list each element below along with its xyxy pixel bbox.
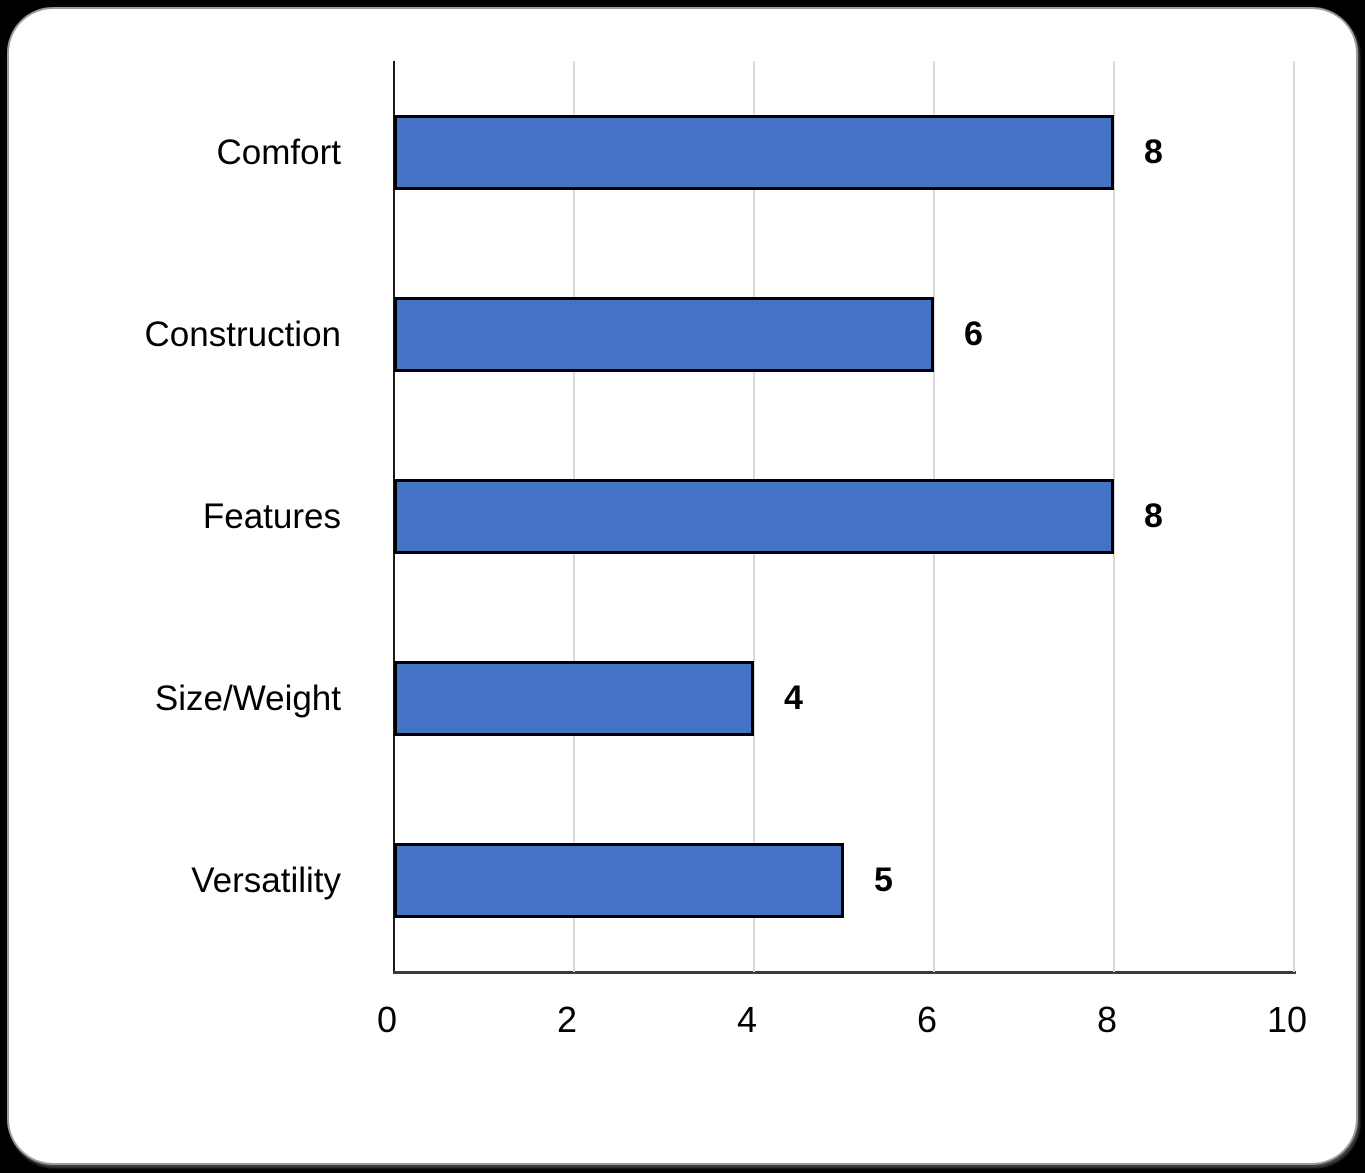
bar-features	[394, 479, 1114, 554]
plot-area: 8 6 8 4 5	[393, 61, 1296, 974]
bar-value-label: 8	[1144, 497, 1163, 535]
bar-construction	[394, 297, 934, 372]
bar-size-weight	[394, 661, 754, 736]
bar-comfort	[394, 115, 1114, 190]
gridline-x-8	[1113, 61, 1115, 972]
category-label-size-weight: Size/Weight	[154, 679, 341, 718]
category-label-features: Features	[202, 497, 341, 536]
bar-value-label: 8	[1144, 133, 1163, 171]
x-tick-label-4: 4	[736, 999, 758, 1040]
bar-value-label: 4	[784, 679, 803, 717]
x-tick-label-2: 2	[556, 999, 578, 1040]
category-label-construction: Construction	[144, 315, 341, 354]
x-tick-label-0: 0	[376, 999, 398, 1040]
category-label-versatility: Versatility	[191, 861, 341, 900]
x-tick-label-6: 6	[916, 999, 938, 1040]
bar-versatility	[394, 843, 844, 918]
gridline-x-10	[1293, 61, 1295, 972]
bar-value-label: 5	[874, 861, 893, 899]
x-tick-label-10: 10	[1266, 999, 1308, 1040]
x-tick-label-8: 8	[1096, 999, 1118, 1040]
x-axis-line	[393, 971, 1296, 974]
bar-value-label: 6	[964, 315, 983, 353]
category-label-comfort: Comfort	[216, 133, 341, 172]
chart-card: 8 6 8 4 5 Comfort Construction Features Size/We…	[7, 7, 1358, 1165]
